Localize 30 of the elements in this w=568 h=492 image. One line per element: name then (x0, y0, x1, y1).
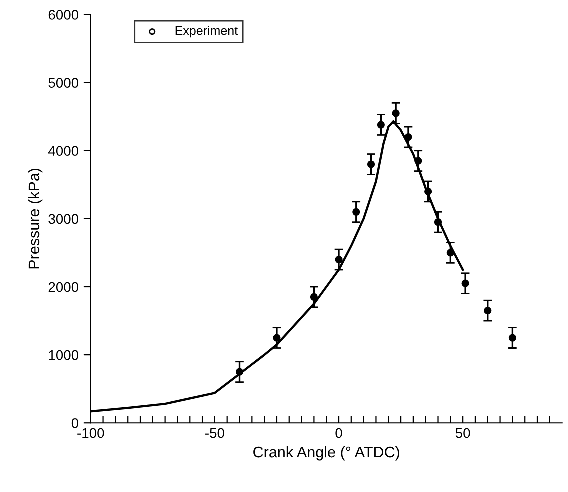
x-axis-title: Crank Angle (° ATDC) (254, 446, 400, 461)
x-tick-label: 50 (456, 428, 470, 438)
point (310, 293, 318, 302)
point (352, 208, 360, 216)
y-tick-label: 5000 (48, 78, 79, 88)
y-tick-label: 2000 (48, 282, 79, 292)
point (484, 307, 492, 315)
point (377, 121, 385, 129)
x-tick-label: -50 (206, 428, 224, 438)
x-tick-label: -100 (78, 428, 104, 438)
point (446, 249, 454, 257)
point (367, 160, 376, 168)
point (404, 133, 412, 142)
point (392, 110, 400, 118)
point (424, 188, 432, 196)
point (508, 334, 516, 342)
x-tick-label: 0 (336, 428, 342, 438)
point (414, 157, 422, 165)
y-tick-label: 4000 (48, 146, 79, 156)
y-axis-title: Pressure (kPa) (28, 168, 43, 269)
point (434, 218, 442, 226)
point (236, 368, 244, 376)
legend-label: Experiment (176, 26, 238, 38)
y-tick-label: 0 (72, 418, 79, 428)
point (273, 334, 281, 342)
y-tick-label: 6000 (48, 10, 79, 20)
point (335, 256, 343, 264)
y-tick-label: 3000 (48, 214, 79, 224)
y-tick-label: 1000 (49, 350, 79, 360)
point (462, 280, 470, 288)
